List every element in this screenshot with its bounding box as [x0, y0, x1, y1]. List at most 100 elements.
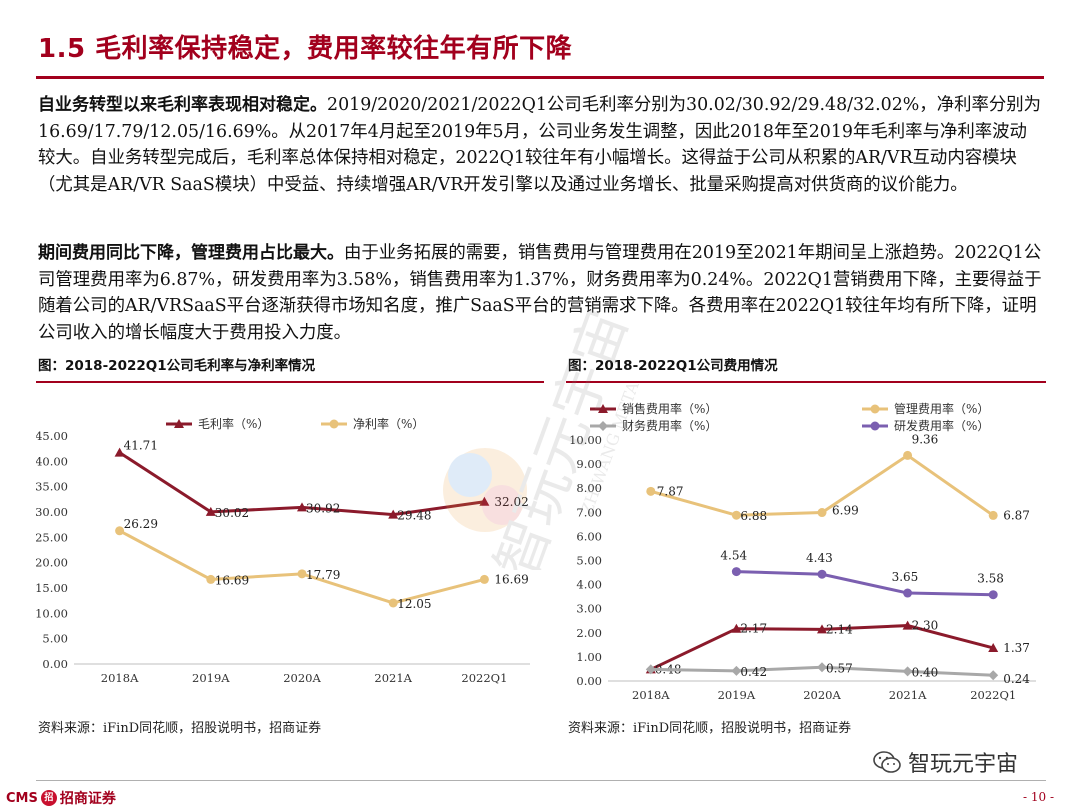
- data-point: [988, 642, 999, 652]
- logo-mark-icon: 招: [40, 790, 57, 806]
- y-tick-label: 30.00: [36, 505, 68, 519]
- data-point: [817, 662, 827, 673]
- data-label: 29.48: [397, 509, 431, 523]
- data-point: [114, 447, 125, 457]
- data-label: 4.43: [806, 551, 833, 565]
- data-point: [206, 574, 216, 584]
- data-point: [388, 598, 398, 608]
- data-label: 16.69: [215, 573, 249, 587]
- footer-divider: [36, 780, 1046, 781]
- margin-line-chart: 0.00 5.00 10.00 15.00 20.00 25.00 30.00 35.00 40…: [35, 416, 530, 685]
- data-label: 3.65: [892, 570, 919, 584]
- y-tick-label: 25.00: [36, 530, 68, 544]
- company-logo: CMS 招 招商证券: [6, 788, 116, 808]
- data-label: 6.87: [1003, 508, 1030, 522]
- data-label: 2.30: [912, 619, 939, 633]
- data-label: 6.99: [832, 504, 859, 518]
- y-tick-label: 5.00: [576, 554, 602, 568]
- page-number: - 10 -: [1022, 790, 1054, 804]
- y-tick-label: 40.00: [36, 454, 68, 468]
- data-label: 2.17: [740, 622, 767, 636]
- paragraph-expense: 期间费用同比下降，管理费用占比最大。由于业务拓展的需要，销售费用与管理费用在20…: [38, 240, 1043, 346]
- figure-caption-left: 图：2018-2022Q1公司毛利率与净利率情况: [38, 358, 316, 374]
- legend-label: 销售费用率（%）: [622, 401, 717, 416]
- data-label: 9.36: [912, 432, 939, 446]
- series-line: [736, 570, 994, 597]
- series-line: [118, 529, 485, 605]
- y-tick-label: 45.00: [36, 429, 68, 443]
- paragraph-gross-margin: 自业务转型以来毛利率表现相对稳定。2019/2020/2021/2022Q1公司…: [38, 92, 1043, 198]
- y-tick-label: 4.00: [576, 578, 602, 592]
- data-label: 12.05: [397, 597, 431, 611]
- series-line: [650, 453, 995, 517]
- data-point: [902, 620, 913, 630]
- y-tick-label: 10.00: [569, 433, 602, 447]
- y-tick-label: 8.00: [576, 481, 602, 495]
- title-divider: [36, 76, 1044, 79]
- data-label: 32.02: [494, 495, 528, 509]
- expense-line-chart: 0.00 1.00 2.00 3.00 4.00 5.00 6.00 7.00 8.00 9.00…: [569, 401, 1036, 702]
- data-label: 6.88: [740, 509, 767, 523]
- x-tick-label: 2021A: [374, 671, 412, 685]
- data-point: [479, 574, 489, 584]
- data-label: 30.92: [306, 501, 340, 515]
- y-tick-label: 1.00: [576, 650, 602, 664]
- data-label: 4.54: [720, 549, 747, 563]
- x-tick-label: 2022Q1: [461, 671, 507, 685]
- data-point: [903, 588, 913, 598]
- legend-label: 财务费用率（%）: [622, 418, 717, 433]
- y-tick-label: 10.00: [36, 606, 68, 620]
- x-tick-label: 2022Q1: [970, 688, 1016, 702]
- x-tick-label: 2020A: [283, 671, 321, 685]
- data-label: 1.37: [1003, 641, 1030, 655]
- y-tick-label: 6.00: [576, 529, 602, 543]
- y-tick-label: 0.00: [576, 674, 602, 688]
- data-label: 3.58: [977, 572, 1004, 586]
- legend-marker: [174, 419, 184, 428]
- data-point: [988, 510, 998, 520]
- data-point: [817, 569, 827, 579]
- y-tick-label: 20.00: [36, 556, 68, 570]
- logo-name: 招商证券: [59, 791, 116, 807]
- data-label: 0.42: [740, 665, 767, 679]
- data-label: 41.71: [124, 439, 158, 453]
- paragraph-body: 由于业务拓展的需要，销售费用与管理费用在2019至2021年期间呈上涨趋势。20…: [38, 243, 1042, 343]
- y-tick-label: 9.00: [576, 457, 602, 471]
- data-label: 0.40: [912, 665, 939, 679]
- data-point: [297, 569, 307, 579]
- y-tick-label: 3.00: [576, 602, 602, 616]
- x-tick-label: 2019A: [192, 671, 230, 685]
- legend-label: 净利率（%）: [353, 416, 424, 431]
- wechat-tag: 智玩元宇宙: [872, 746, 1018, 778]
- legend-label: 研发费用率（%）: [894, 418, 989, 433]
- data-point: [817, 508, 827, 518]
- paragraph-lead: 自业务转型以来毛利率表现相对稳定。: [38, 95, 327, 115]
- y-tick-label: 5.00: [42, 632, 68, 646]
- figure-caption-right: 图：2018-2022Q1公司费用情况: [568, 358, 778, 374]
- wechat-icon: [873, 751, 901, 773]
- figure-source-right: 资料来源：iFinD同花顺，招股说明书，招商证券: [568, 721, 852, 736]
- figure-source-left: 资料来源：iFinD同花顺，招股说明书，招商证券: [38, 721, 322, 736]
- legend-marker: [870, 421, 880, 431]
- chart-margin: 0.00 5.00 10.00 15.00 20.00 25.00 30.00 35.00 40…: [35, 392, 544, 706]
- legend-marker: [598, 404, 608, 413]
- data-label: 0.57: [826, 661, 853, 675]
- data-point: [731, 567, 741, 577]
- paragraph-body: 2019/2020/2021/2022Q1公司毛利率分别为30.02/30.92…: [38, 95, 1042, 195]
- data-point: [479, 496, 490, 506]
- y-tick-label: 15.00: [36, 581, 68, 595]
- x-tick-label: 2020A: [803, 688, 841, 702]
- data-point: [817, 624, 827, 634]
- data-point: [731, 623, 742, 633]
- figure-divider-left: [36, 381, 544, 383]
- data-point: [205, 506, 216, 516]
- x-tick-label: 2018A: [101, 671, 139, 685]
- legend-marker: [870, 404, 880, 414]
- y-tick-label: 35.00: [36, 480, 68, 494]
- data-label: 26.29: [124, 517, 158, 531]
- data-label: 17.79: [306, 568, 340, 582]
- logo-latin: CMS: [6, 790, 38, 806]
- data-point: [902, 666, 913, 677]
- legend-label: 毛利率（%）: [198, 416, 269, 431]
- data-point: [388, 509, 399, 519]
